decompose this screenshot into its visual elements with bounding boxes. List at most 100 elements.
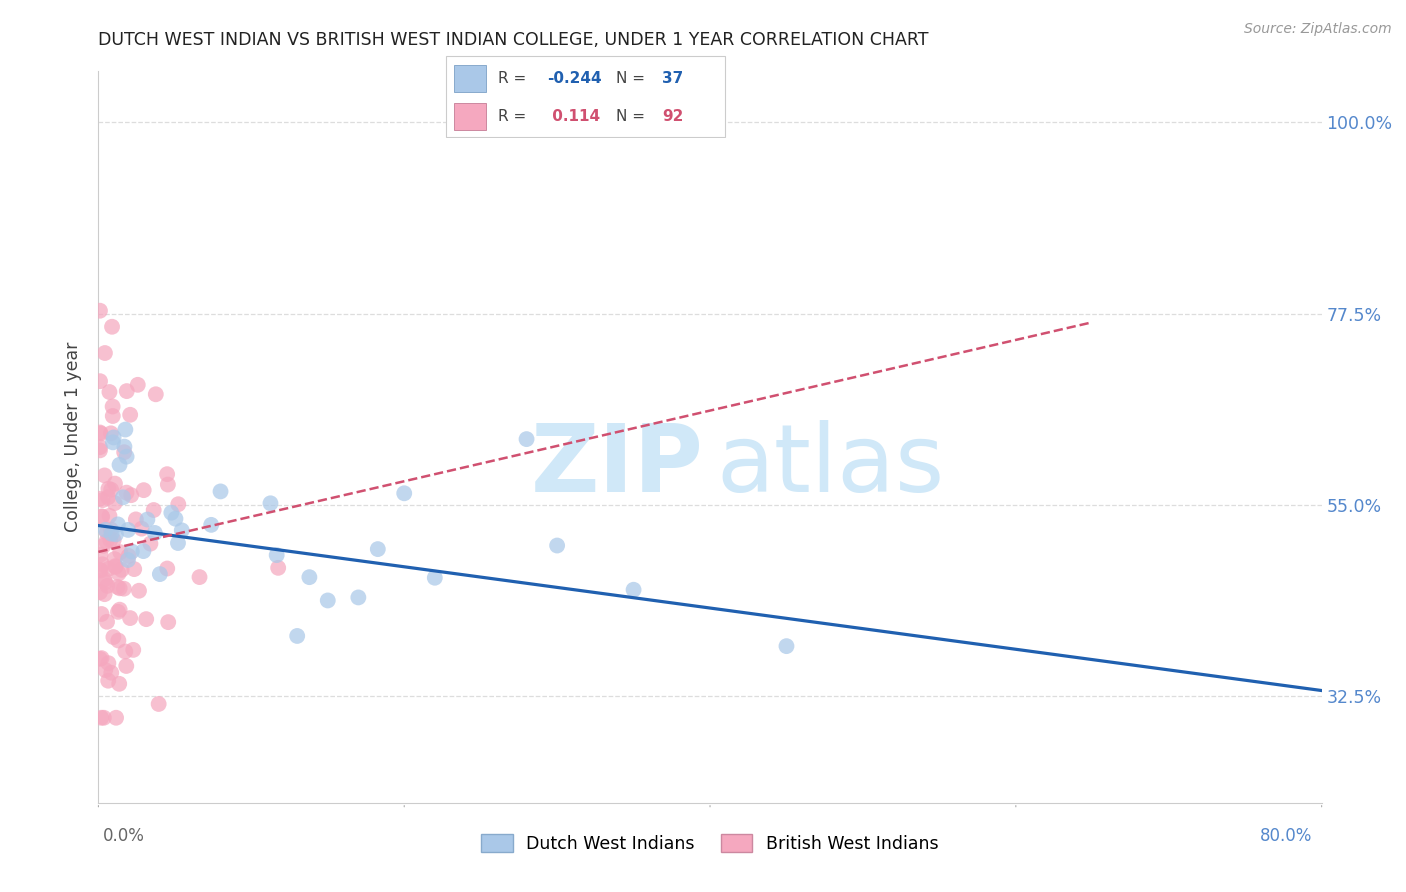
Point [367,542,389,557]
Point [94,663,117,677]
Point [423,571,446,585]
Text: 92: 92 [662,109,683,124]
Point [107,580,129,594]
Point [142,503,165,517]
Text: N =: N = [616,70,650,86]
Point [105,711,128,725]
Point [89,585,111,599]
Point [167,536,190,550]
Point [101,319,124,334]
Point [188,570,211,584]
Text: N =: N = [616,109,650,124]
Point [107,633,129,648]
Point [156,467,179,482]
Point [546,539,568,553]
Point [115,384,138,398]
Point [104,560,127,574]
Text: 37: 37 [662,70,683,86]
Point [89,548,111,562]
Point [110,545,132,559]
Point [103,630,125,644]
Point [104,527,127,541]
Point [167,497,190,511]
Point [132,544,155,558]
Point [89,563,111,577]
Point [100,665,122,680]
Point [107,605,129,619]
Point [97,562,120,576]
Text: ZIP: ZIP [531,420,704,512]
Point [98,508,121,523]
Point [115,450,138,464]
Point [96,615,118,629]
Point [120,488,142,502]
Text: 80.0%: 80.0% [1260,827,1312,845]
Point [259,496,281,510]
Point [267,561,290,575]
Point [90,509,112,524]
Bar [454,103,486,130]
Point [93,539,115,553]
Point [93,468,115,483]
Point [101,435,124,450]
Point [104,476,127,491]
Point [148,697,170,711]
Point [623,582,645,597]
Text: 0.0%: 0.0% [103,827,145,845]
Point [112,582,135,596]
Point [392,486,416,500]
Point [101,409,124,423]
Point [117,549,139,563]
Point [298,570,321,584]
Point [89,652,111,666]
Bar [454,64,486,92]
Point [160,506,183,520]
Point [200,517,222,532]
Point [90,426,112,441]
Point [108,581,131,595]
Point [127,377,149,392]
Point [122,643,145,657]
Point [100,483,122,497]
Legend: Dutch West Indians, British West Indians: Dutch West Indians, British West Indians [474,827,946,860]
Point [121,544,143,558]
Point [132,483,155,498]
Point [90,651,112,665]
Point [516,432,538,446]
Text: 0.114: 0.114 [547,109,600,124]
Point [145,387,167,401]
Point [103,533,125,548]
Point [89,491,111,506]
Point [93,587,115,601]
Point [89,443,111,458]
Point [136,512,159,526]
Point [112,440,135,454]
Point [157,615,180,629]
Point [347,591,370,605]
Point [98,384,121,399]
Point [90,607,112,621]
Point [94,346,117,360]
Point [91,509,114,524]
Point [112,445,135,459]
Text: atlas: atlas [716,420,945,512]
Point [97,673,120,688]
Point [156,477,179,491]
Point [101,400,124,414]
Point [93,711,115,725]
Point [170,524,193,538]
Point [125,512,148,526]
Point [96,534,118,549]
Point [114,644,136,658]
Point [97,656,120,670]
Point [117,523,139,537]
Point [100,526,122,541]
Text: -0.244: -0.244 [547,70,602,86]
Point [104,559,127,574]
Text: R =: R = [498,70,531,86]
Point [104,496,127,510]
Point [135,612,157,626]
Point [115,485,138,500]
Point [96,525,118,540]
Point [98,533,121,548]
